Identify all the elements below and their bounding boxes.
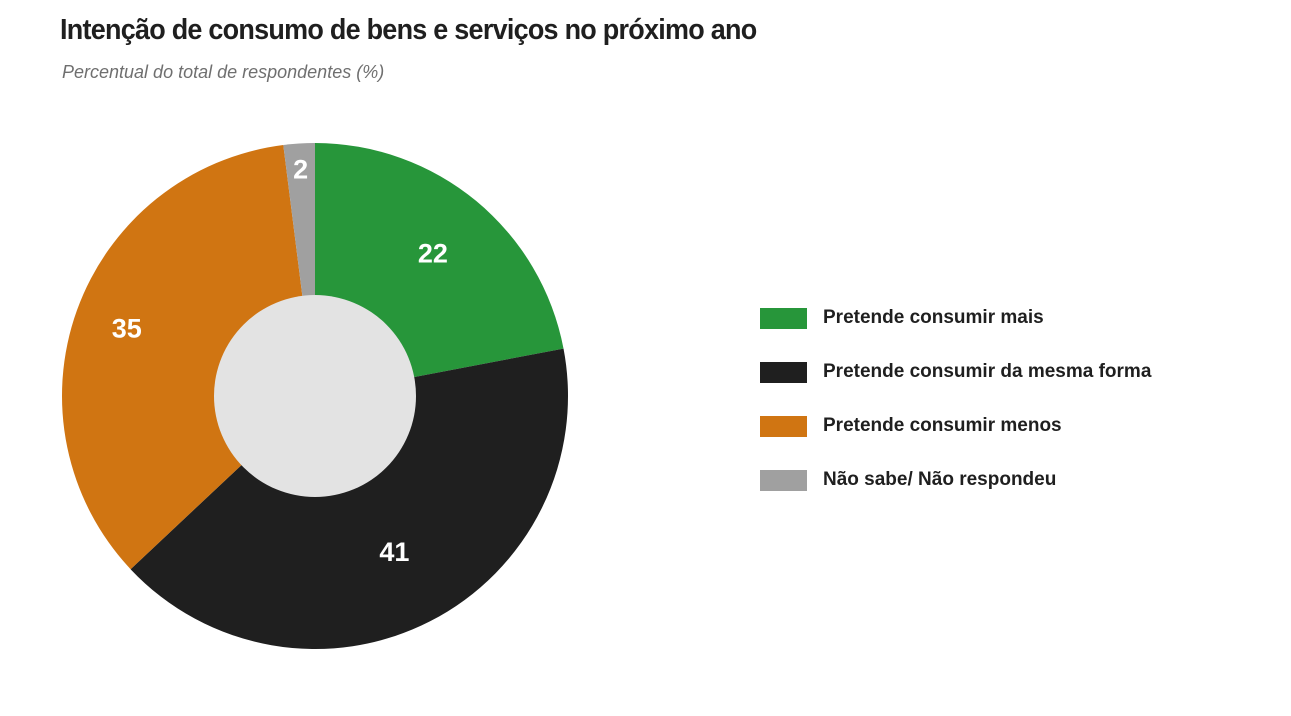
legend-label: Não sabe/ Não respondeu bbox=[823, 469, 1057, 490]
donut-hole bbox=[214, 295, 416, 497]
chart-subtitle: Percentual do total de respondentes (%) bbox=[62, 62, 385, 82]
slice-label-nao-sabe: 2 bbox=[293, 154, 308, 184]
legend-swatch bbox=[760, 307, 807, 329]
slice-label-consumir-menos: 35 bbox=[112, 313, 142, 343]
legend: Pretende consumir mais Pretende consumir… bbox=[760, 291, 1151, 507]
legend-label: Pretende consumir da mesma forma bbox=[823, 361, 1152, 382]
slice-label-mesma-forma: 41 bbox=[379, 537, 409, 567]
slice-label-consumir-mais: 22 bbox=[418, 239, 448, 269]
donut-chart: 22 41 35 2 bbox=[61, 142, 569, 650]
legend-item-consumir-menos: Pretende consumir menos bbox=[760, 399, 1151, 453]
legend-label: Pretende consumir menos bbox=[823, 415, 1062, 436]
legend-item-nao-sabe: Não sabe/ Não respondeu bbox=[760, 453, 1151, 507]
slice-labels: 22 41 35 2 bbox=[112, 154, 448, 567]
legend-item-mesma-forma: Pretende consumir da mesma forma bbox=[760, 345, 1151, 399]
legend-swatch bbox=[760, 469, 807, 491]
slice-consumir-menos bbox=[61, 144, 315, 570]
slice-mesma-forma bbox=[130, 348, 569, 650]
legend-swatch bbox=[760, 361, 807, 383]
legend-item-consumir-mais: Pretende consumir mais bbox=[760, 291, 1151, 345]
chart-title: Intenção de consumo de bens e serviços n… bbox=[60, 14, 757, 46]
legend-label: Pretende consumir mais bbox=[823, 307, 1044, 328]
legend-swatch bbox=[760, 415, 807, 437]
